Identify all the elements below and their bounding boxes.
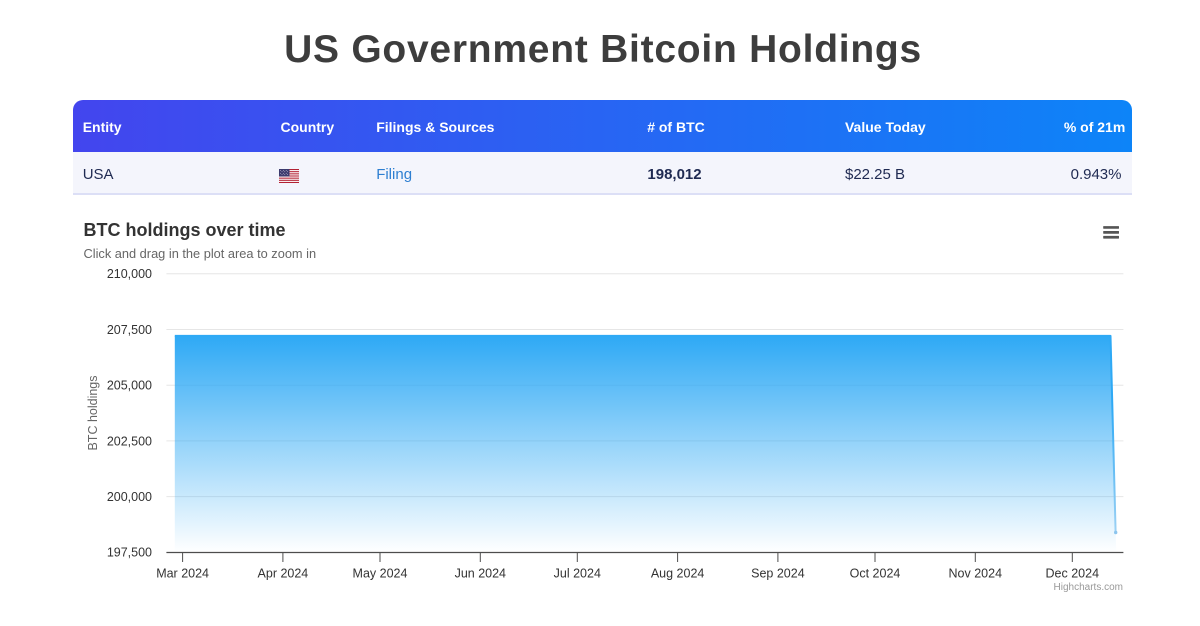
svg-text:197,500: 197,500 bbox=[107, 546, 152, 560]
svg-text:Oct 2024: Oct 2024 bbox=[850, 567, 901, 581]
svg-text:Apr 2024: Apr 2024 bbox=[258, 567, 309, 581]
svg-text:200,000: 200,000 bbox=[107, 490, 152, 504]
svg-text:Jun 2024: Jun 2024 bbox=[455, 567, 506, 581]
svg-text:Dec 2024: Dec 2024 bbox=[1046, 567, 1100, 581]
svg-text:BTC holdings: BTC holdings bbox=[86, 375, 100, 450]
svg-text:May 2024: May 2024 bbox=[353, 567, 408, 581]
svg-text:Nov 2024: Nov 2024 bbox=[949, 567, 1003, 581]
svg-text:210,000: 210,000 bbox=[107, 267, 152, 281]
svg-text:Jul 2024: Jul 2024 bbox=[554, 567, 601, 581]
svg-text:Highcharts.com: Highcharts.com bbox=[1054, 582, 1123, 593]
svg-text:Aug 2024: Aug 2024 bbox=[651, 567, 705, 581]
svg-text:202,500: 202,500 bbox=[107, 434, 152, 448]
svg-text:BTC holdings over time: BTC holdings over time bbox=[84, 220, 286, 240]
svg-text:Sep 2024: Sep 2024 bbox=[751, 567, 805, 581]
svg-text:207,500: 207,500 bbox=[107, 323, 152, 337]
svg-text:205,000: 205,000 bbox=[107, 379, 152, 393]
svg-text:Mar 2024: Mar 2024 bbox=[156, 567, 209, 581]
svg-text:Click and drag in the plot are: Click and drag in the plot area to zoom … bbox=[84, 246, 317, 261]
